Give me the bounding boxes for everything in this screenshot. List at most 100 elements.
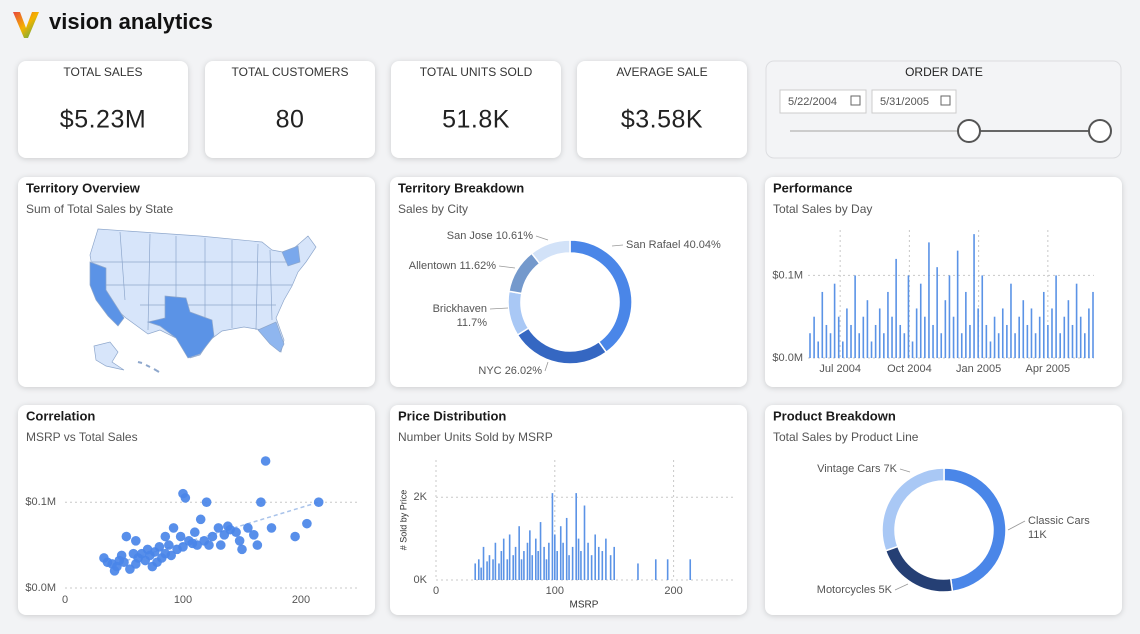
bar <box>597 546 600 580</box>
bar <box>854 275 856 358</box>
chart-card <box>765 177 1122 387</box>
scatter-point <box>237 544 247 555</box>
bar <box>1001 308 1004 358</box>
chart-subtitle: Total Sales by Day <box>773 202 872 216</box>
y-tick-label: $0.0M <box>25 582 56 594</box>
bar <box>919 283 922 358</box>
data-label: NYC 26.02% <box>478 365 542 377</box>
bar <box>565 517 568 580</box>
data-label: Allentown 11.62% <box>409 260 496 272</box>
state <box>146 295 215 359</box>
bar <box>1083 333 1086 358</box>
scatter-point <box>164 540 174 550</box>
bar <box>1014 333 1016 358</box>
scatter-point <box>290 531 300 542</box>
bar <box>866 300 869 358</box>
state <box>93 341 125 371</box>
x-tick-label: 100 <box>174 594 192 606</box>
chart-card <box>390 177 747 387</box>
category-label: Brickhaven <box>433 303 487 315</box>
bar <box>543 546 545 580</box>
kpi-label: AVERAGE SALE <box>616 65 707 79</box>
value-label: 26.02% <box>505 365 543 377</box>
bar <box>969 324 971 358</box>
scatter-point <box>175 531 186 542</box>
bar <box>1079 316 1082 358</box>
calendar-icon[interactable] <box>850 95 861 106</box>
bar <box>915 308 918 358</box>
chart-title: Product Breakdown <box>773 408 896 423</box>
bar <box>936 267 938 358</box>
scatter-point <box>231 527 241 538</box>
kpi-value: $3.58K <box>621 106 703 134</box>
filter-label: ORDER DATE <box>905 65 983 79</box>
x-tick-label: Jan 2005 <box>956 363 1001 375</box>
scatter-point <box>215 540 226 550</box>
bar <box>813 316 815 358</box>
bar <box>870 341 873 358</box>
leader-line <box>489 307 509 310</box>
end-date-input[interactable] <box>871 89 957 114</box>
bar <box>539 522 542 580</box>
y-axis-title: # Sold by Price <box>398 490 408 551</box>
x-tick-label: Oct 2004 <box>887 363 932 375</box>
bar <box>928 242 930 358</box>
x-tick-label: Apr 2005 <box>1026 363 1071 375</box>
state <box>281 245 301 267</box>
chart-subtitle: Sum of Total Sales by State <box>26 202 174 216</box>
kpi-card <box>577 61 747 158</box>
bar <box>956 250 959 358</box>
donut-segment <box>530 239 571 265</box>
bar <box>666 559 669 580</box>
bar <box>551 493 554 580</box>
scatter-point <box>302 518 312 529</box>
value-label: 11K <box>1028 529 1047 541</box>
kpi-value: 51.8K <box>442 106 510 134</box>
data-label: San Jose 10.61% <box>447 230 533 242</box>
bar <box>1034 333 1037 358</box>
bar <box>594 534 596 580</box>
start-date-input[interactable] <box>779 89 867 114</box>
scatter-point <box>131 536 141 546</box>
y-tick-label: 0K <box>414 574 428 586</box>
chart-title: Performance <box>773 180 852 195</box>
bar <box>529 530 531 580</box>
bar <box>559 526 562 580</box>
leader-line <box>1007 520 1026 531</box>
bar <box>965 291 967 358</box>
bar <box>1010 283 1012 358</box>
app-title: vision analytics <box>49 9 213 34</box>
bar <box>498 563 500 580</box>
category-label: Allentown <box>409 260 457 272</box>
bar <box>883 333 885 358</box>
bar <box>993 316 996 358</box>
bar <box>940 333 943 358</box>
start-date: 5/22/2004 <box>788 96 837 108</box>
slider-thumb[interactable] <box>957 119 981 143</box>
scatter-point <box>201 497 212 507</box>
bar <box>482 546 485 580</box>
bar <box>571 546 574 580</box>
y-tick-label: $0.1M <box>772 269 803 281</box>
calendar-icon[interactable] <box>940 95 951 106</box>
scatter-point <box>249 530 259 540</box>
slider-thumb[interactable] <box>1088 119 1112 143</box>
x-tick-label: Jul 2004 <box>819 363 861 375</box>
scatter-point <box>266 523 277 533</box>
data-label: Vintage Cars 7K <box>817 463 898 475</box>
bar <box>480 567 482 580</box>
bar <box>829 333 832 358</box>
kpi-card <box>18 61 188 158</box>
scatter-point <box>260 456 271 466</box>
bar <box>850 324 852 358</box>
bar <box>997 333 1000 358</box>
bar <box>858 333 861 358</box>
bar <box>817 341 820 358</box>
bar <box>837 316 840 358</box>
data-label: Brickhaven 11.7% <box>433 303 488 329</box>
bar <box>520 559 523 580</box>
bar <box>477 559 480 580</box>
category-label: Motorcycles <box>817 584 876 596</box>
value-label: 40.04% <box>684 239 722 251</box>
bar <box>989 341 992 358</box>
